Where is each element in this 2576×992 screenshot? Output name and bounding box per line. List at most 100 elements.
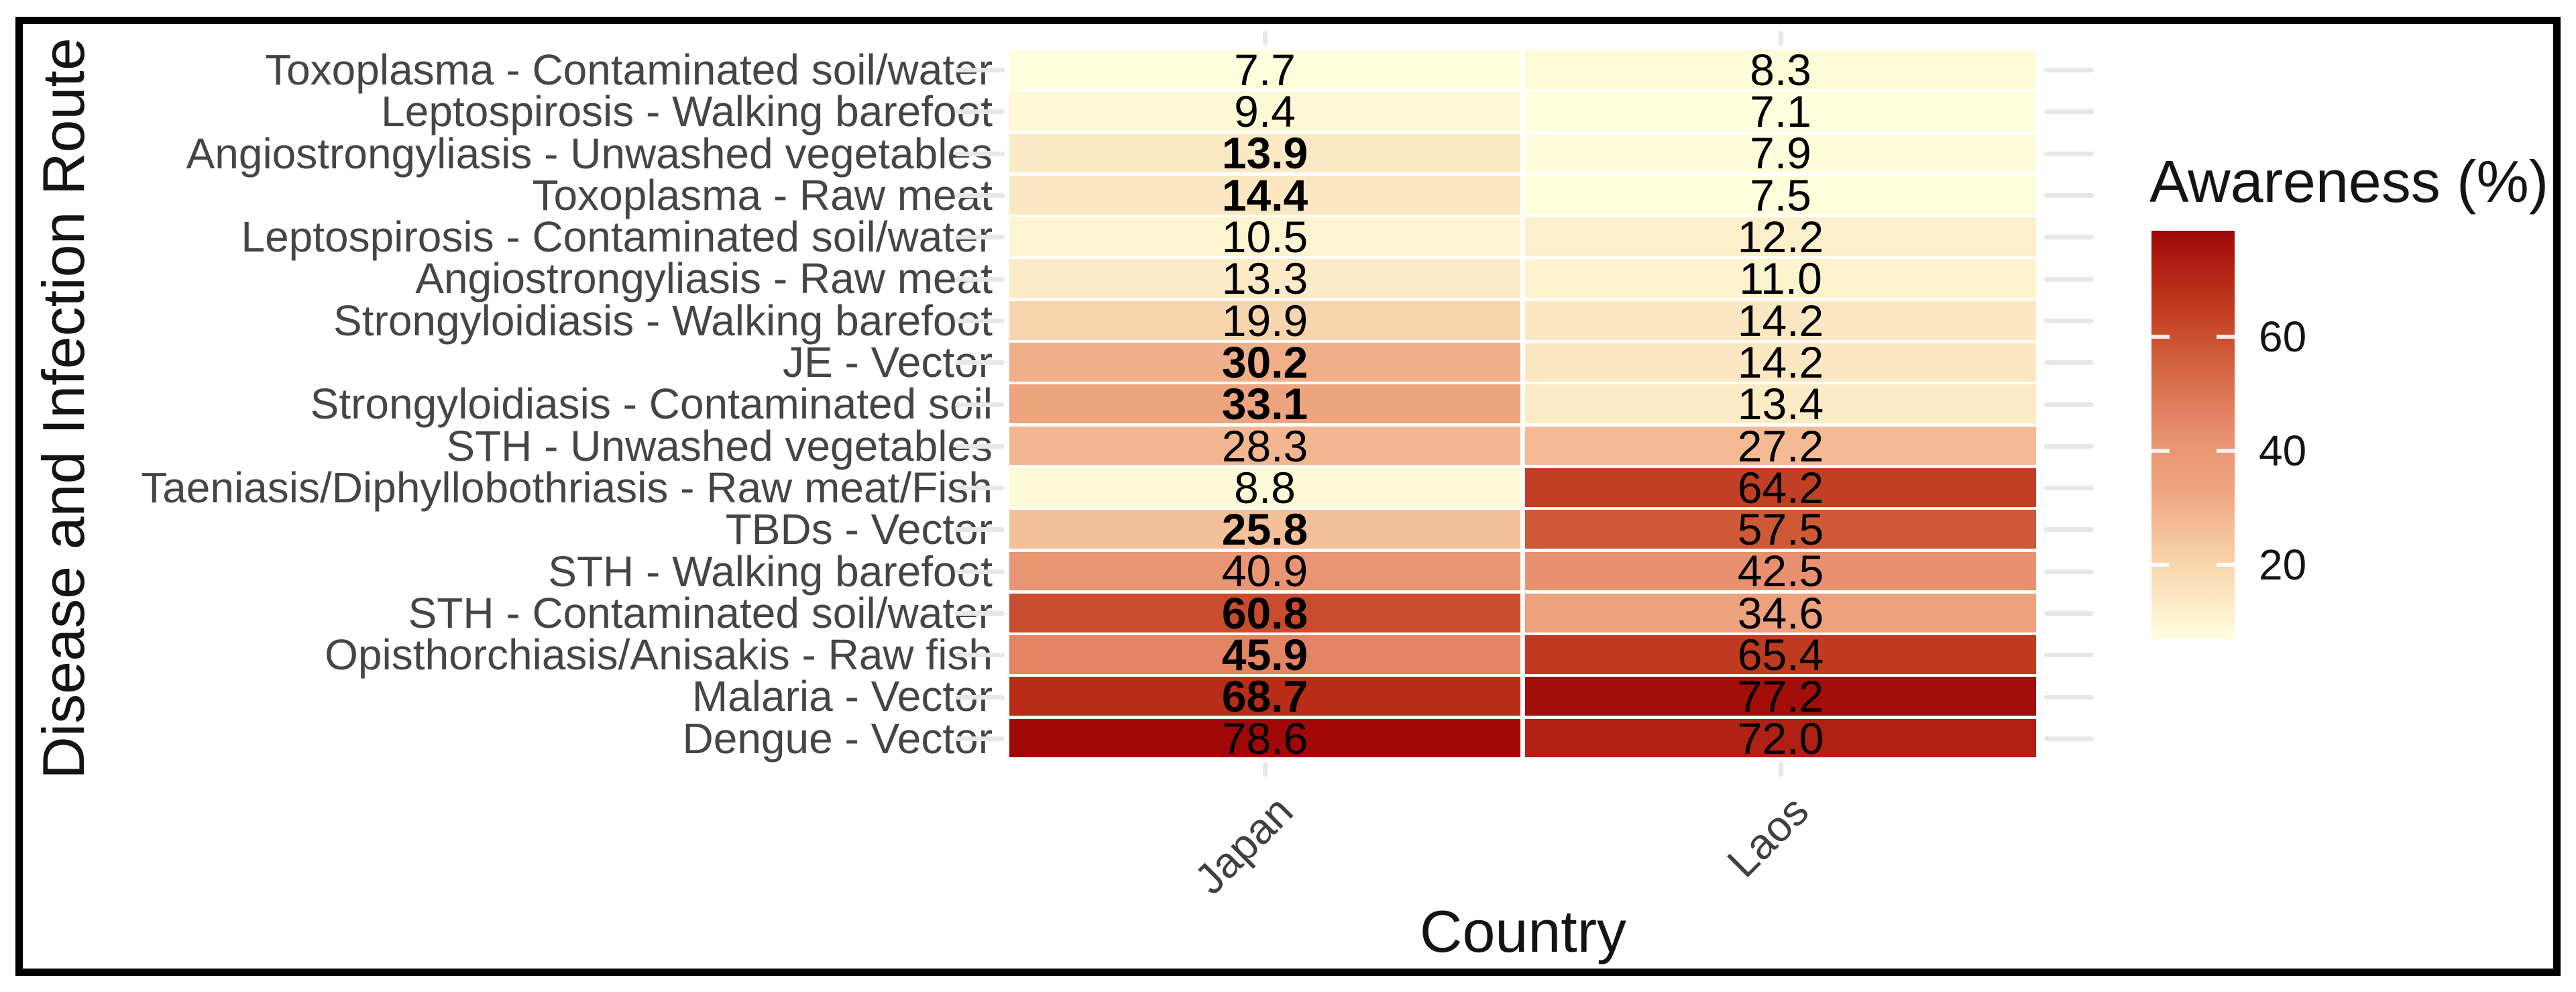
cell-value: 64.2 bbox=[1737, 462, 1824, 512]
gridline-stub bbox=[955, 486, 1005, 491]
y-axis-label: STH - Contaminated soil/water bbox=[408, 588, 993, 637]
y-axis-label: Angiostrongyliasis - Unwashed vegetables bbox=[186, 129, 993, 178]
cell-value: 19.9 bbox=[1221, 295, 1308, 345]
heatmap-cell: 19.9 bbox=[1009, 296, 1520, 345]
y-axis-label: Taeniasis/Diphyllobothriasis - Raw meat/… bbox=[141, 463, 993, 512]
legend-tick-mark bbox=[2151, 449, 2170, 453]
heatmap-cell: 13.4 bbox=[1525, 379, 2036, 429]
cell-value: 65.4 bbox=[1737, 630, 1824, 679]
cell-value: 10.5 bbox=[1221, 212, 1308, 262]
legend-tick-mark bbox=[2151, 563, 2170, 567]
heatmap-cell: 72.0 bbox=[1525, 714, 2036, 763]
heatmap-cell: 8.3 bbox=[1525, 45, 2036, 95]
y-axis-label: Opisthorchiasis/Anisakis - Raw fish bbox=[325, 630, 993, 679]
gridline-stub bbox=[955, 610, 1005, 616]
heatmap-cell: 78.6 bbox=[1009, 714, 1520, 763]
gridline-stub bbox=[1779, 31, 1783, 46]
y-axis-label: Angiostrongyliasis - Raw meat bbox=[415, 254, 993, 303]
gridline-stub bbox=[2044, 694, 2094, 700]
cell-value: 68.7 bbox=[1221, 671, 1308, 722]
cell-value: 7.7 bbox=[1234, 44, 1296, 95]
y-axis-label: JE - Vector bbox=[783, 338, 993, 387]
cell-value: 12.2 bbox=[1737, 212, 1824, 262]
gridline-stub bbox=[955, 318, 1005, 323]
gridline-stub bbox=[955, 569, 1005, 574]
y-axis-label: Leptospirosis - Walking barefoot bbox=[381, 87, 993, 136]
heatmap-cell: 27.2 bbox=[1525, 421, 2036, 471]
heatmap-cell: 9.4 bbox=[1009, 87, 1520, 136]
heatmap-cell: 7.9 bbox=[1525, 128, 2036, 178]
cell-value: 78.6 bbox=[1221, 713, 1308, 763]
heatmap-cell: 33.1 bbox=[1009, 379, 1520, 429]
gridline-stub bbox=[955, 443, 1005, 449]
cell-value: 9.4 bbox=[1234, 87, 1296, 137]
legend-tick-label: 40 bbox=[2259, 427, 2307, 476]
cell-value: 42.5 bbox=[1737, 546, 1824, 596]
y-axis-label: STH - Unwashed vegetables bbox=[446, 421, 993, 470]
cell-value: 28.3 bbox=[1221, 421, 1308, 471]
cell-value: 8.8 bbox=[1234, 462, 1296, 512]
heatmap-cell: 14.2 bbox=[1525, 337, 2036, 387]
gridline-stub bbox=[2044, 276, 2094, 282]
legend-tick-mark bbox=[2217, 449, 2235, 453]
y-axis-label: STH - Walking barefoot bbox=[548, 547, 993, 596]
gridline-stub bbox=[1779, 762, 1783, 777]
y-axis-label: Dengue - Vector bbox=[682, 714, 993, 763]
gridline-stub bbox=[1263, 31, 1268, 46]
gridline-stub bbox=[2044, 527, 2094, 533]
legend-colorbar bbox=[2151, 231, 2235, 639]
gridline-stub bbox=[2044, 151, 2094, 156]
cell-value: 7.9 bbox=[1750, 128, 1811, 178]
gridline-stub bbox=[955, 527, 1005, 533]
gridline-stub bbox=[955, 653, 1005, 658]
heatmap-cell: 7.1 bbox=[1525, 87, 2036, 136]
gridline-stub bbox=[2044, 402, 2094, 407]
gridline-stub bbox=[2044, 193, 2094, 199]
gridline-stub bbox=[955, 235, 1005, 240]
heatmap-cell: 77.2 bbox=[1525, 671, 2036, 721]
heatmap-cell: 68.7 bbox=[1009, 671, 1520, 721]
gridline-stub bbox=[955, 694, 1005, 700]
y-axis-label: Toxoplasma - Contaminated soil/water bbox=[265, 46, 993, 94]
y-axis-label: Malaria - Vector bbox=[691, 672, 993, 721]
gridline-stub bbox=[955, 151, 1005, 156]
gridline-stub bbox=[2044, 736, 2094, 741]
heatmap-cell: 14.2 bbox=[1525, 296, 2036, 345]
cell-value: 25.8 bbox=[1221, 504, 1308, 555]
gridline-stub bbox=[955, 276, 1005, 282]
heatmap-cell: 7.5 bbox=[1525, 170, 2036, 220]
legend-tick-mark bbox=[2217, 563, 2235, 567]
gridline-stub bbox=[2044, 653, 2094, 658]
gridline-stub bbox=[955, 193, 1005, 199]
gridline-stub bbox=[2044, 610, 2094, 616]
gridline-stub bbox=[2044, 235, 2094, 240]
heatmap-cell: 57.5 bbox=[1525, 504, 2036, 554]
cell-value: 33.1 bbox=[1221, 379, 1308, 429]
y-axis-title: Disease and Infection Route bbox=[30, 38, 97, 779]
heatmap-cell: 34.6 bbox=[1525, 588, 2036, 638]
y-axis-label: Leptospirosis - Contaminated soil/water bbox=[241, 213, 993, 262]
cell-value: 8.3 bbox=[1750, 44, 1811, 95]
heatmap-cell: 60.8 bbox=[1009, 588, 1520, 638]
figure-border bbox=[15, 17, 2561, 976]
legend-title: Awareness (%) bbox=[2149, 148, 2549, 215]
cell-value: 11.0 bbox=[1739, 254, 1822, 304]
heatmap-cell: 30.2 bbox=[1009, 337, 1520, 387]
cell-value: 60.8 bbox=[1221, 588, 1308, 638]
heatmap-cell: 10.5 bbox=[1009, 212, 1520, 262]
heatmap-cell: 14.4 bbox=[1009, 170, 1520, 220]
cell-value: 77.2 bbox=[1737, 671, 1824, 722]
cell-value: 40.9 bbox=[1221, 546, 1308, 596]
cell-value: 27.2 bbox=[1737, 421, 1824, 471]
gridline-stub bbox=[2044, 486, 2094, 491]
gridline-stub bbox=[2044, 443, 2094, 449]
y-axis-label: Strongyloidiasis - Contaminated soil bbox=[310, 380, 993, 429]
legend-tick-label: 60 bbox=[2259, 313, 2307, 362]
gridline-stub bbox=[2044, 569, 2094, 574]
x-axis-title: Country bbox=[1419, 898, 1627, 965]
gridline-stub bbox=[1263, 762, 1268, 777]
y-axis-label: Strongyloidiasis - Walking barefoot bbox=[333, 296, 993, 345]
cell-value: 34.6 bbox=[1737, 588, 1824, 638]
cell-value: 13.3 bbox=[1221, 254, 1308, 304]
heatmap-cell: 45.9 bbox=[1009, 630, 1520, 679]
